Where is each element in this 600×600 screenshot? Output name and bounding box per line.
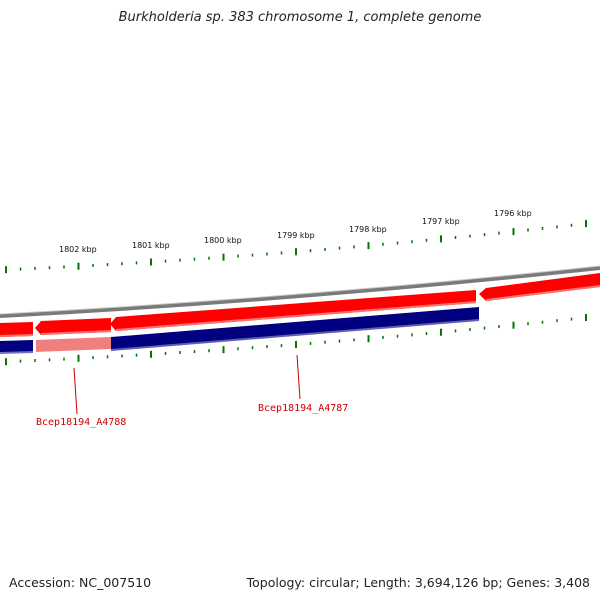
scale-label: 1797 kbp [422, 217, 460, 226]
reverse-gene-edge [0, 351, 34, 354]
genome-backbone-highlight [0, 265, 600, 315]
scale-label: 1801 kbp [132, 241, 170, 250]
genome-summary-text: Topology: circular; Length: 3,694,126 bp… [246, 575, 590, 590]
inner-scale-ticks [5, 314, 587, 366]
forward-gene-edge [0, 334, 34, 337]
forward-strand-genes [0, 273, 600, 337]
outer-scale-ticks [5, 220, 587, 274]
reverse-gene-edge [110, 319, 480, 351]
reverse-strand-genes [0, 307, 480, 354]
forward-gene[interactable] [479, 273, 600, 301]
forward-gene[interactable] [35, 318, 111, 335]
reverse-gene[interactable] [0, 340, 33, 353]
map-title: Burkholderia sp. 383 chromosome 1, compl… [118, 10, 482, 25]
scale-label: 1800 kbp [204, 236, 242, 245]
scale-labels: 1802 kbp 1801 kbp 1800 kbp 1799 kbp 1798… [59, 209, 532, 254]
reverse-gene[interactable] [111, 307, 479, 350]
scale-label: 1799 kbp [277, 231, 315, 240]
gene-label[interactable]: Bcep18194_A4788 [36, 417, 126, 428]
scale-label: 1798 kbp [349, 225, 387, 234]
reverse-gene-selected[interactable] [36, 337, 111, 352]
forward-gene-edge [115, 301, 477, 331]
accession-text: Accession: NC_007510 [9, 575, 152, 590]
forward-gene-edge [485, 285, 600, 301]
genome-backbone [0, 266, 600, 318]
scale-label: 1802 kbp [59, 245, 97, 254]
scale-label: 1796 kbp [494, 209, 532, 218]
forward-gene[interactable] [0, 322, 33, 337]
gene-label[interactable]: Bcep18194_A4787 [258, 403, 348, 414]
gene-label-leader [296, 354, 301, 400]
gene-label-leader [73, 367, 78, 415]
forward-gene-edge [40, 330, 112, 335]
forward-gene[interactable] [110, 290, 476, 331]
